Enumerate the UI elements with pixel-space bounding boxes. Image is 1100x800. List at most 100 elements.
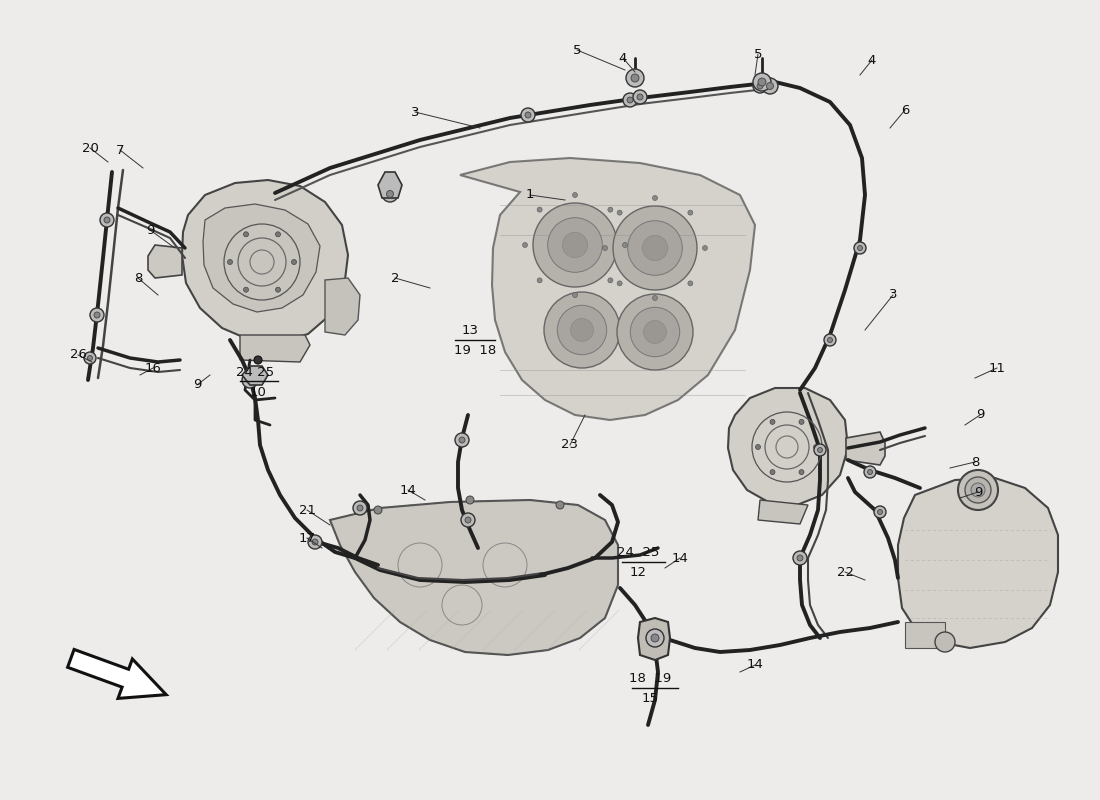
Circle shape (544, 292, 620, 368)
Circle shape (767, 82, 773, 90)
Circle shape (878, 510, 882, 514)
Text: 12: 12 (629, 566, 647, 578)
Circle shape (770, 419, 776, 424)
Circle shape (459, 437, 465, 443)
Circle shape (603, 246, 607, 250)
Circle shape (626, 69, 644, 87)
Text: 7: 7 (116, 143, 124, 157)
Text: 19  18: 19 18 (454, 343, 496, 357)
Circle shape (228, 259, 232, 265)
Circle shape (817, 447, 823, 453)
Circle shape (88, 355, 92, 361)
Circle shape (246, 377, 253, 383)
Polygon shape (728, 388, 848, 505)
Circle shape (814, 445, 818, 450)
Circle shape (703, 246, 707, 250)
Circle shape (652, 195, 658, 201)
Circle shape (243, 232, 249, 237)
Text: 20: 20 (81, 142, 98, 154)
Circle shape (688, 281, 693, 286)
Circle shape (100, 213, 114, 227)
Circle shape (628, 221, 682, 275)
Polygon shape (638, 618, 670, 660)
Text: 14: 14 (747, 658, 763, 671)
Text: 16: 16 (144, 362, 162, 374)
Text: 9: 9 (974, 486, 982, 498)
Text: 5: 5 (754, 47, 762, 61)
Circle shape (521, 108, 535, 122)
Circle shape (868, 470, 872, 474)
Circle shape (104, 217, 110, 223)
Circle shape (312, 539, 318, 545)
Circle shape (572, 293, 578, 298)
Circle shape (617, 210, 623, 215)
Circle shape (562, 232, 587, 258)
Circle shape (814, 444, 826, 456)
Circle shape (558, 306, 607, 354)
Circle shape (275, 232, 280, 237)
Text: 23: 23 (561, 438, 579, 451)
Circle shape (466, 496, 474, 504)
Circle shape (754, 79, 767, 93)
Circle shape (613, 206, 697, 290)
Circle shape (756, 445, 760, 450)
Circle shape (688, 210, 693, 215)
Circle shape (537, 278, 542, 283)
Polygon shape (67, 650, 166, 698)
Circle shape (623, 93, 637, 107)
Text: 21: 21 (298, 503, 316, 517)
Text: 11: 11 (989, 362, 1005, 374)
Circle shape (642, 235, 668, 261)
Text: 13: 13 (462, 323, 478, 337)
Circle shape (858, 246, 862, 250)
Text: 22: 22 (836, 566, 854, 578)
Circle shape (243, 287, 249, 292)
Circle shape (617, 294, 693, 370)
Circle shape (631, 74, 639, 82)
Circle shape (758, 78, 766, 86)
Polygon shape (905, 622, 945, 648)
Circle shape (465, 517, 471, 523)
Circle shape (627, 97, 632, 103)
Circle shape (652, 295, 658, 301)
Circle shape (353, 501, 367, 515)
Circle shape (461, 513, 475, 527)
Circle shape (630, 307, 680, 357)
Text: 9: 9 (976, 409, 984, 422)
Circle shape (525, 112, 531, 118)
Circle shape (292, 259, 297, 265)
Circle shape (548, 218, 603, 272)
Polygon shape (846, 432, 886, 465)
Circle shape (254, 356, 262, 364)
Circle shape (864, 466, 876, 478)
Circle shape (522, 242, 528, 247)
Polygon shape (324, 278, 360, 335)
Circle shape (793, 551, 807, 565)
Polygon shape (898, 478, 1058, 648)
Circle shape (798, 555, 803, 561)
Polygon shape (204, 204, 320, 312)
Circle shape (382, 186, 398, 202)
Text: 3: 3 (889, 289, 898, 302)
Text: 10: 10 (250, 386, 266, 398)
Circle shape (537, 207, 542, 212)
Polygon shape (240, 335, 310, 362)
Circle shape (608, 207, 613, 212)
Text: 4: 4 (868, 54, 877, 66)
Text: 2: 2 (390, 271, 399, 285)
Text: 8: 8 (134, 271, 142, 285)
Circle shape (874, 506, 886, 518)
Circle shape (637, 94, 644, 100)
Polygon shape (182, 180, 348, 342)
Circle shape (308, 535, 322, 549)
Text: 18  19: 18 19 (629, 671, 671, 685)
Circle shape (374, 506, 382, 514)
Circle shape (455, 433, 469, 447)
Circle shape (651, 634, 659, 642)
Circle shape (94, 312, 100, 318)
Polygon shape (758, 500, 808, 524)
Text: 9: 9 (146, 223, 154, 237)
Text: 8: 8 (971, 455, 979, 469)
Text: 26: 26 (69, 349, 87, 362)
Circle shape (386, 190, 394, 198)
